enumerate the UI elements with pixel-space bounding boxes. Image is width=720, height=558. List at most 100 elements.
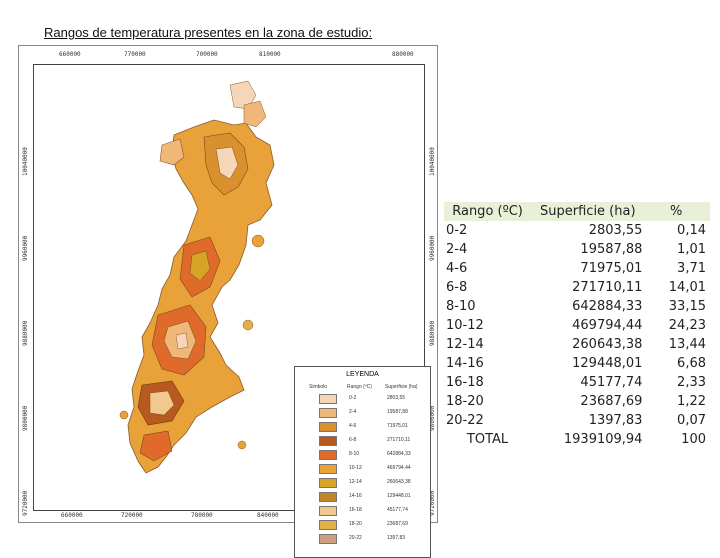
map-left-tick: 9880000 xyxy=(22,320,29,346)
legend-surface: 260643,38 xyxy=(387,479,411,485)
legend-range: 0-2 xyxy=(349,395,357,401)
legend-range: 4-6 xyxy=(349,423,357,429)
cell-pct: 3,71 xyxy=(677,261,706,276)
cell-range: 8-10 xyxy=(446,299,476,314)
table-row: 18-20 23687,69 1,22 xyxy=(444,392,710,411)
page-title: Rangos de temperatura presentes en la zo… xyxy=(44,25,373,40)
map-top-tick: 810000 xyxy=(259,51,281,58)
cell-pct: 0,14 xyxy=(677,223,706,238)
legend-range: 14-16 xyxy=(349,493,362,499)
total-surface: 1939109,94 xyxy=(563,432,643,447)
legend-surface: 45177,74 xyxy=(387,507,408,513)
map-left-tick: 9800000 xyxy=(22,405,29,431)
table-row: 2-4 19587,88 1,01 xyxy=(444,240,710,259)
cell-range: 18-20 xyxy=(446,394,484,409)
table-row: 6-8 271710,11 14,01 xyxy=(444,278,710,297)
temperature-range-table: Rango (ºC) Superficie (ha) % 0-2 2803,55… xyxy=(444,202,710,449)
cell-surface: 469794,44 xyxy=(572,318,643,333)
map-bottom-tick: 840000 xyxy=(257,512,279,519)
cell-pct: 33,15 xyxy=(668,299,706,314)
legend-row: 0-2 2803,55 xyxy=(299,393,427,404)
cell-range: 20-22 xyxy=(446,413,484,428)
legend-row: 12-14 260643,38 xyxy=(299,477,427,488)
cell-pct: 1,01 xyxy=(677,242,706,257)
table-row: 20-22 1397,83 0,07 xyxy=(444,411,710,430)
map-bottom-tick: 720000 xyxy=(121,512,143,519)
header-pct: % xyxy=(644,202,710,221)
map-right-tick: 10040000 xyxy=(429,147,436,176)
cell-surface: 129448,01 xyxy=(572,356,643,371)
legend-swatch xyxy=(319,394,337,404)
legend-swatch xyxy=(319,408,337,418)
cell-surface: 642884,33 xyxy=(572,299,643,314)
legend-row: 10-12 469794,44 xyxy=(299,463,427,474)
legend-range: 20-22 xyxy=(349,535,362,541)
cell-pct: 6,68 xyxy=(677,356,706,371)
table-header-row: Rango (ºC) Superficie (ha) % xyxy=(444,202,710,221)
table-row: 12-14 260643,38 13,44 xyxy=(444,335,710,354)
legend-surface: 19587,88 xyxy=(387,409,408,415)
legend-surface: 23687,69 xyxy=(387,521,408,527)
cell-surface: 260643,38 xyxy=(572,337,643,352)
cell-range: 4-6 xyxy=(446,261,468,276)
cell-range: 6-8 xyxy=(446,280,468,295)
map-left-tick: 9720000 xyxy=(22,490,29,516)
legend-range: 6-8 xyxy=(349,437,357,443)
legend-surface: 469794,44 xyxy=(387,465,411,471)
map-top-tick: 660000 xyxy=(59,51,81,58)
legend-surface: 1397,83 xyxy=(387,535,406,541)
legend-range: 16-18 xyxy=(349,507,362,513)
legend-row: 16-18 45177,74 xyxy=(299,505,427,516)
legend-row: 20-22 1397,83 xyxy=(299,533,427,544)
legend-row: 18-20 23687,69 xyxy=(299,519,427,530)
table-row: 8-10 642884,33 33,15 xyxy=(444,297,710,316)
cell-surface: 271710,11 xyxy=(572,280,643,295)
legend-row: 8-10 642884,33 xyxy=(299,449,427,460)
legend-swatch xyxy=(319,422,337,432)
cell-pct: 2,33 xyxy=(677,375,706,390)
table-row: 0-2 2803,55 0,14 xyxy=(444,221,710,240)
legend-range: 10-12 xyxy=(349,465,362,471)
cell-pct: 14,01 xyxy=(668,280,706,295)
cell-pct: 0,07 xyxy=(677,413,706,428)
map-top-tick: 700000 xyxy=(196,51,218,58)
legend-swatch xyxy=(319,520,337,530)
legend-surface: 271710,11 xyxy=(387,437,411,443)
map-left-tick: 10040000 xyxy=(22,147,29,176)
legend-row: 6-8 271710,11 xyxy=(299,435,427,446)
cell-range: 16-18 xyxy=(446,375,484,390)
cell-range: 0-2 xyxy=(446,223,468,238)
study-area-shape xyxy=(119,80,275,474)
cell-surface: 71975,01 xyxy=(580,261,643,276)
cell-range: 2-4 xyxy=(446,242,468,257)
legend-col-symbol: Simbolo xyxy=(309,384,328,390)
map-right-tick: 9880000 xyxy=(429,320,436,346)
legend-row: 2-4 19587,88 xyxy=(299,407,427,418)
cell-surface: 19587,88 xyxy=(580,242,643,257)
map-left-tick: 9960000 xyxy=(22,235,29,261)
map-canvas xyxy=(33,64,425,511)
cell-surface: 2803,55 xyxy=(588,223,643,238)
legend-range: 18-20 xyxy=(349,521,362,527)
legend-title: LEYENDA xyxy=(346,371,379,378)
cell-pct: 1,22 xyxy=(677,394,706,409)
map-right-tick: 9960000 xyxy=(429,235,436,261)
legend-row: 14-16 129448,01 xyxy=(299,491,427,502)
map-legend: LEYENDA Simbolo Rango (ºC) Superficie (h… xyxy=(294,366,431,558)
cell-surface: 23687,69 xyxy=(580,394,643,409)
cell-pct: 13,44 xyxy=(668,337,706,352)
total-label: TOTAL xyxy=(466,432,509,447)
table-total-row: TOTAL 1939109,94 100 xyxy=(444,430,710,449)
legend-swatch xyxy=(319,492,337,502)
map-top-tick: 880000 xyxy=(392,51,414,58)
table-row: 16-18 45177,74 2,33 xyxy=(444,373,710,392)
legend-swatch xyxy=(319,436,337,446)
legend-swatch xyxy=(319,464,337,474)
legend-range: 8-10 xyxy=(349,451,360,457)
header-surface: Superficie (ha) xyxy=(531,202,645,221)
legend-surface: 642884,33 xyxy=(387,451,411,457)
legend-swatch xyxy=(319,506,337,516)
map-bottom-tick: 660000 xyxy=(61,512,83,519)
legend-surface: 2803,55 xyxy=(387,395,406,401)
legend-swatch xyxy=(319,478,337,488)
